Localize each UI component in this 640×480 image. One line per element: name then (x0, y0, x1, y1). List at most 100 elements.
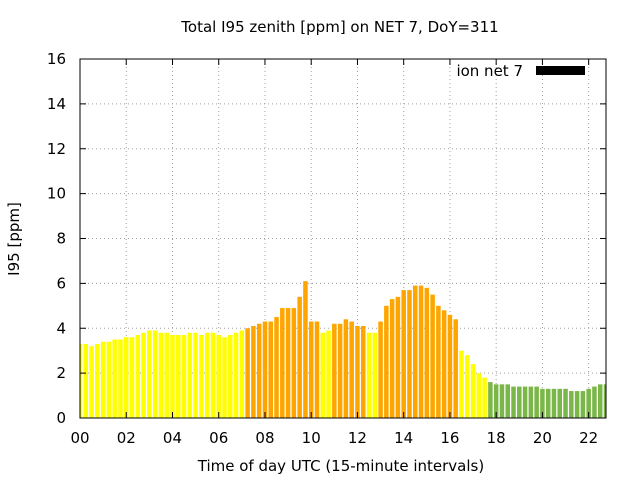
bars (80, 281, 606, 418)
bar (152, 330, 158, 418)
bar (268, 321, 274, 418)
y-axis-label: I95 [ppm] (5, 202, 23, 276)
ticks (79, 58, 606, 419)
bar (545, 388, 551, 418)
x-tick-label: 02 (117, 429, 136, 447)
bar (522, 386, 528, 418)
bar (528, 386, 534, 418)
bar (418, 285, 424, 418)
bar (187, 332, 193, 418)
bar (280, 308, 285, 418)
bar (540, 388, 545, 418)
bar (349, 321, 354, 418)
x-tick-label: 14 (394, 429, 413, 447)
bar (308, 321, 314, 418)
bar (511, 386, 516, 418)
bar (343, 319, 349, 418)
bar (141, 332, 146, 418)
bar (603, 384, 606, 418)
y-tick-label: 6 (56, 274, 66, 292)
bar (210, 332, 216, 418)
bar (147, 330, 152, 418)
bar (597, 384, 603, 418)
bar (80, 343, 83, 418)
bar (285, 308, 291, 418)
bar (314, 321, 320, 418)
bar (569, 391, 574, 418)
legend-swatch (536, 66, 585, 75)
bar (580, 391, 586, 418)
bar (574, 391, 580, 418)
y-tick-label: 10 (47, 185, 66, 203)
bar (412, 285, 418, 418)
bar (401, 290, 406, 418)
bar (89, 346, 94, 418)
y-tick-label: 8 (56, 230, 66, 248)
bar (441, 310, 447, 418)
bar (488, 382, 493, 418)
bar (112, 339, 117, 418)
bar (233, 332, 239, 418)
y-tick-label: 16 (47, 50, 66, 68)
bar (291, 308, 297, 418)
x-tick-label: 10 (302, 429, 321, 447)
x-tick-labels: 00 02 04 06 08 10 12 14 16 18 20 22 (70, 429, 598, 447)
bar (106, 341, 112, 418)
bar (320, 332, 326, 418)
bar (586, 388, 591, 418)
bar (465, 355, 470, 418)
bar (100, 341, 106, 418)
bar (95, 343, 100, 418)
bar (534, 386, 539, 418)
chart-title: Total I95 zenith [ppm] on NET 7, DoY=311 (180, 18, 498, 36)
bar (123, 337, 129, 418)
bar (204, 332, 210, 418)
bar (459, 350, 464, 418)
bar (222, 337, 227, 418)
bar (505, 384, 510, 418)
y-tick-label: 4 (56, 319, 66, 337)
y-tick-label: 2 (56, 364, 66, 382)
bar (360, 326, 366, 418)
bar (499, 384, 505, 418)
bar (228, 334, 233, 418)
bar (297, 296, 302, 418)
bar (158, 332, 164, 418)
bar (83, 343, 89, 418)
bar (118, 339, 123, 418)
bar (170, 334, 175, 418)
bar (407, 290, 412, 418)
legend-label: ion net 7 (456, 62, 523, 80)
y-tick-label: 14 (47, 95, 66, 113)
bar (245, 328, 250, 418)
bar (430, 294, 435, 418)
bar (476, 373, 482, 418)
bar (366, 332, 372, 418)
y-tick-labels: 0 2 4 6 8 10 12 14 16 (47, 50, 66, 427)
bar (303, 281, 308, 418)
y-tick-label: 0 (56, 409, 66, 427)
bar (389, 299, 395, 418)
x-tick-label: 06 (209, 429, 228, 447)
bar (199, 334, 204, 418)
x-tick-label: 18 (487, 429, 506, 447)
bar (551, 388, 557, 418)
bar (332, 323, 337, 418)
x-tick-label: 00 (70, 429, 89, 447)
bar (326, 330, 331, 418)
bar (592, 386, 597, 418)
bar (372, 332, 378, 418)
bar (239, 330, 245, 418)
bar (355, 326, 360, 418)
bar (251, 326, 256, 418)
x-tick-label: 16 (440, 429, 459, 447)
bar (384, 305, 389, 418)
bar (181, 334, 187, 418)
bar (563, 388, 568, 418)
x-tick-label: 12 (348, 429, 367, 447)
bar (337, 323, 343, 418)
bar (164, 332, 169, 418)
bar (256, 323, 262, 418)
y-tick-label: 12 (47, 140, 66, 158)
